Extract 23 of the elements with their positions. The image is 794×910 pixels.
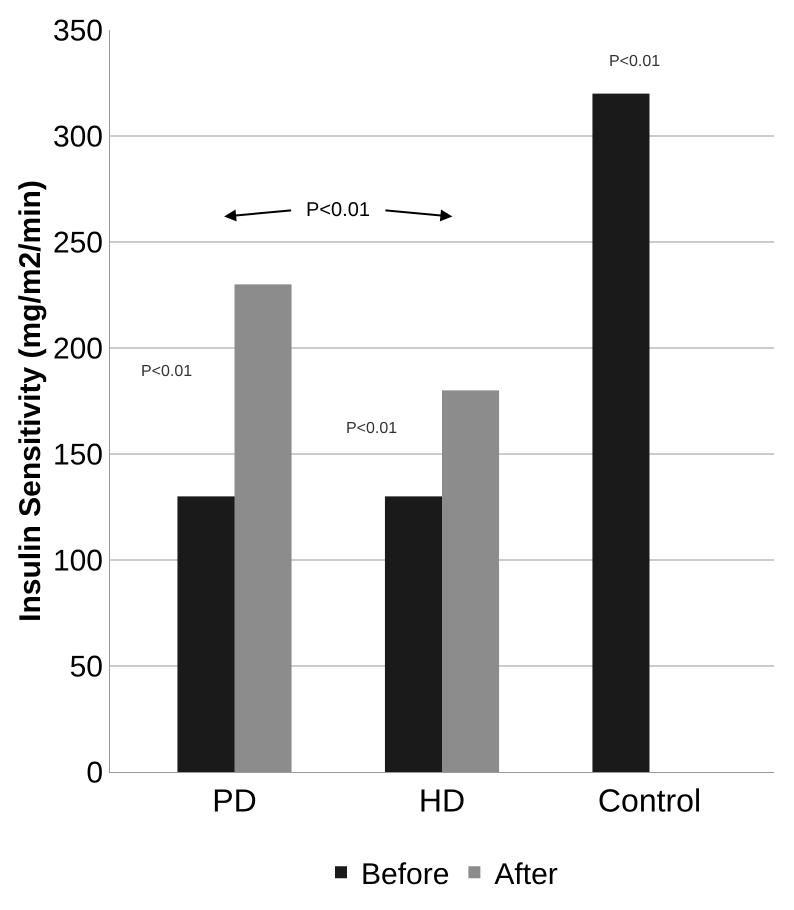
y-tick-label: 50	[70, 650, 103, 684]
annotation: P<0.01	[141, 363, 192, 380]
legend-label: After	[494, 858, 558, 891]
annotation: P<0.01	[609, 53, 660, 70]
y-tick-label: 150	[52, 438, 103, 472]
x-tick-label: Control	[598, 782, 702, 818]
y-tick-label: 350	[52, 14, 103, 48]
bar	[234, 284, 292, 772]
y-tick-label: 300	[52, 120, 103, 154]
annotation: P<0.01	[306, 199, 370, 221]
y-tick-label: 200	[52, 332, 103, 366]
bar	[177, 496, 234, 772]
bar	[442, 390, 500, 772]
x-tick-label: PD	[212, 782, 257, 818]
annotation: P<0.01	[346, 420, 398, 437]
y-tick-label: 250	[52, 226, 103, 260]
y-tick-label: 0	[86, 756, 103, 790]
bar	[384, 496, 442, 772]
bar	[592, 94, 650, 772]
y-axis-title: Insulin Sensitivity (mg/m2/min)	[14, 180, 47, 622]
legend-label: Before	[361, 858, 450, 891]
x-tick-label: HD	[418, 782, 466, 818]
y-tick-label: 100	[52, 544, 103, 578]
